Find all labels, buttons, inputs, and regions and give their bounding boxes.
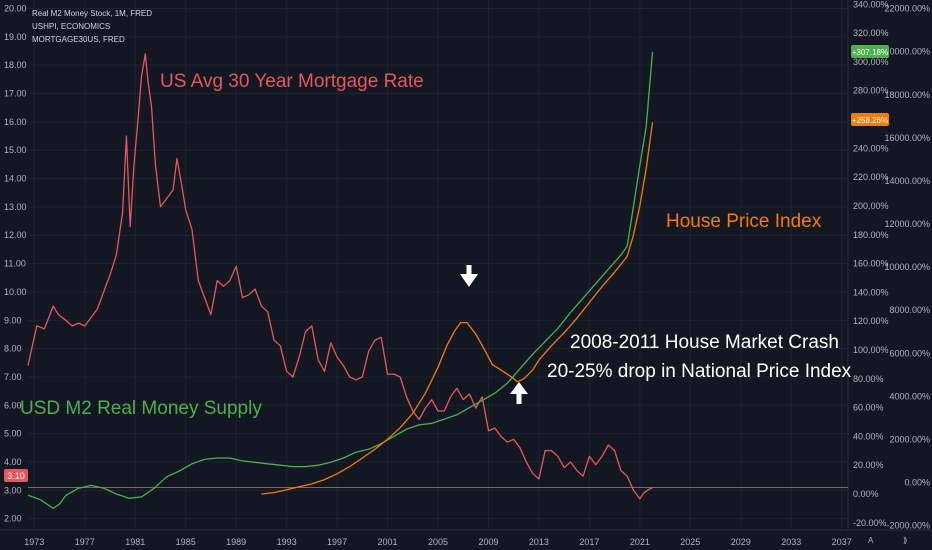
left-tick-label: 20.00 [4, 4, 27, 14]
left-tick-label: 3.00 [4, 485, 22, 495]
right-tick-label: 240.00% [853, 143, 889, 153]
legend-series-m2: Real M2 Money Stock, 1M, FRED [32, 9, 152, 18]
right-tick-label-2: 8000.00% [889, 305, 930, 315]
right-tick-label: 100.00% [853, 345, 889, 355]
left-tick-label: 10.00 [4, 287, 27, 297]
x-axis: 1973 1977 1981 1985 1989 1993 1997 2001 2005 2009… [24, 537, 851, 547]
left-axis: 2.00 3.00 4.00 5.00 6.00 7.00 8.00 9.00 10.00 11.… [4, 4, 27, 524]
left-tick-label: 17.00 [4, 89, 27, 99]
left-tick-label: 13.00 [4, 202, 27, 212]
series-layer [27, 51, 848, 510]
grid [0, 0, 932, 531]
arrow-down-icon [460, 265, 478, 287]
x-tick-label: 1977 [75, 537, 95, 547]
left-tick-label: 9.00 [4, 315, 22, 325]
right-tick-label-2: 4000.00% [889, 391, 930, 401]
left-last-value-badge: 3.10 [4, 469, 28, 482]
x-tick-label: 1993 [277, 537, 297, 547]
right-axis-percent-2: -2000.00% 0.00% 2000.00% 4000.00% 6000.00% 80… [884, 4, 930, 531]
x-tick-label: 1981 [125, 537, 145, 547]
left-tick-label: 14.00 [4, 174, 27, 184]
crash-annotation-line1: 2008-2011 House Market Crash [570, 332, 839, 353]
x-tick-label: 2037 [832, 537, 852, 547]
right-tick-label: 120.00% [853, 316, 889, 326]
right-tick-label-2: 20000.00% [884, 47, 930, 57]
right-tick-label: 140.00% [853, 287, 889, 297]
x-tick-label: 1997 [327, 537, 347, 547]
right-tick-label: 40.00% [853, 431, 884, 441]
right-tick-label-2: 12000.00% [884, 219, 930, 229]
left-tick-label: 7.00 [4, 372, 22, 382]
series-line-mortgage30us [27, 53, 653, 500]
right-tick-label: 0.00% [853, 489, 879, 499]
hpi-annotation: House Price Index [666, 211, 822, 232]
left-tick-label: 2.00 [4, 514, 22, 524]
legend: Real M2 Money Stock, 1M, FRED USHPI, ECO… [32, 9, 152, 44]
left-tick-label: 4.00 [4, 457, 22, 467]
x-tick-label: 2021 [630, 537, 650, 547]
m2-last-value: +307.18% [852, 48, 888, 57]
right-tick-label-2: 14000.00% [884, 176, 930, 186]
x-tick-label: 1985 [176, 537, 196, 547]
left-tick-label: 5.00 [4, 429, 22, 439]
left-tick-label: 15.00 [4, 145, 27, 155]
right-tick-label-2: 18000.00% [884, 90, 930, 100]
arrow-up-icon [510, 382, 528, 404]
auto-scale-toggle[interactable]: A [868, 536, 874, 545]
x-tick-label: 2029 [731, 537, 751, 547]
crash-annotation-line2: 20-25% drop in National Price Index [547, 361, 852, 382]
left-tick-label: 11.00 [4, 259, 26, 269]
right-tick-label-2: -2000.00% [886, 521, 930, 531]
right-tick-label-2: 6000.00% [889, 348, 930, 358]
right-tick-label: 300.00% [853, 57, 889, 67]
x-tick-label: 1989 [226, 537, 246, 547]
right-tick-label: 60.00% [853, 403, 884, 413]
left-tick-label: 8.00 [4, 344, 22, 354]
series-line-real-m2-money-stock [27, 51, 654, 510]
right-tick-label: 180.00% [853, 230, 889, 240]
right-tick-label: 280.00% [853, 86, 889, 96]
right-tick-label: 320.00% [853, 28, 889, 38]
hpi-last-value-badge: +258.26% [851, 113, 889, 126]
left-tick-label: 18.00 [4, 60, 27, 70]
right-tick-label: 20.00% [853, 460, 884, 470]
legend-series-mortgage: MORTGAGE30US, FRED [32, 35, 125, 44]
left-tick-label: 19.00 [4, 32, 27, 42]
right-tick-label: -20.00% [853, 518, 887, 528]
x-tick-label: 2001 [378, 537, 398, 547]
hpi-last-value: +258.26% [852, 116, 888, 125]
x-tick-label: 2005 [428, 537, 448, 547]
series-line-ushpi [261, 122, 654, 495]
right-tick-label-2: 2000.00% [889, 435, 930, 445]
right-tick-label-2: 0.00% [904, 478, 930, 488]
right-tick-label: 200.00% [853, 201, 889, 211]
left-tick-label: 12.00 [4, 230, 27, 240]
right-tick-label-2: 16000.00% [884, 133, 930, 143]
x-tick-label: 2033 [781, 537, 801, 547]
left-tick-label: 6.00 [4, 400, 22, 410]
x-tick-label: 1973 [24, 537, 44, 547]
legend-series-hpi: USHPI, ECONOMICS [32, 22, 110, 31]
right-tick-label: 220.00% [853, 172, 889, 182]
right-tick-label: 80.00% [853, 374, 884, 384]
left-tick-label: 16.00 [4, 117, 27, 127]
x-tick-label: 2025 [680, 537, 700, 547]
right-tick-label: 340.00% [853, 0, 889, 9]
x-tick-label: 2017 [579, 537, 599, 547]
mortgage-annotation: US Avg 30 Year Mortgage Rate [160, 71, 424, 92]
back-to-realtime-icon[interactable]: ⟫ [903, 536, 907, 545]
m2-annotation: USD M2 Real Money Supply [20, 398, 262, 419]
right-tick-label-2: 22000.00% [884, 4, 930, 14]
right-tick-label-2: 10000.00% [884, 262, 930, 272]
left-last-value: 3.10 [7, 471, 25, 481]
m2-last-value-badge: +307.18% [851, 45, 889, 58]
x-tick-label: 2013 [529, 537, 549, 547]
right-tick-label: 160.00% [853, 259, 889, 269]
x-tick-label: 2009 [478, 537, 498, 547]
